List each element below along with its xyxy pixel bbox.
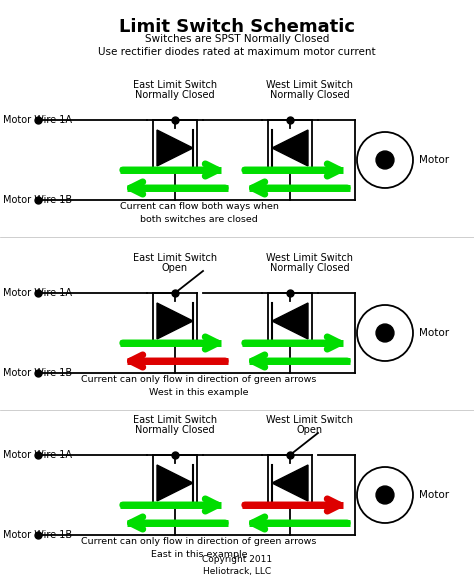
Text: Motor: Motor (419, 328, 449, 338)
Text: Current can only flow in direction of green arrows: Current can only flow in direction of gr… (82, 537, 317, 546)
Text: Motor Wire 1A: Motor Wire 1A (3, 450, 72, 460)
Text: Motor Wire 1B: Motor Wire 1B (3, 195, 72, 205)
Polygon shape (157, 303, 193, 339)
Circle shape (376, 151, 394, 169)
Polygon shape (157, 465, 193, 501)
Text: West Limit Switch: West Limit Switch (266, 253, 354, 263)
Text: East Limit Switch: East Limit Switch (133, 253, 217, 263)
Text: Motor: Motor (419, 155, 449, 165)
Text: Heliotrack, LLC: Heliotrack, LLC (203, 567, 271, 576)
Text: Motor Wire 1B: Motor Wire 1B (3, 368, 72, 378)
Text: both switches are closed: both switches are closed (140, 215, 258, 224)
Text: Current can only flow in direction of green arrows: Current can only flow in direction of gr… (82, 375, 317, 384)
Text: East in this example: East in this example (151, 550, 247, 559)
Text: Use rectifier diodes rated at maximum motor current: Use rectifier diodes rated at maximum mo… (98, 47, 376, 57)
Text: Open: Open (162, 263, 188, 273)
Text: Copyright 2011: Copyright 2011 (202, 555, 272, 564)
Text: East Limit Switch: East Limit Switch (133, 415, 217, 425)
Text: Motor Wire 1A: Motor Wire 1A (3, 288, 72, 298)
Text: Normally Closed: Normally Closed (135, 90, 215, 100)
Text: Normally Closed: Normally Closed (270, 90, 350, 100)
Text: Limit Switch Schematic: Limit Switch Schematic (119, 18, 355, 36)
Circle shape (376, 486, 394, 504)
Text: West in this example: West in this example (149, 388, 249, 397)
Text: East Limit Switch: East Limit Switch (133, 80, 217, 90)
Text: Open: Open (297, 425, 323, 435)
Text: Switches are SPST Normally Closed: Switches are SPST Normally Closed (145, 34, 329, 44)
Polygon shape (272, 130, 308, 166)
Text: West Limit Switch: West Limit Switch (266, 80, 354, 90)
Text: Normally Closed: Normally Closed (270, 263, 350, 273)
Polygon shape (272, 465, 308, 501)
Polygon shape (272, 303, 308, 339)
Text: Motor: Motor (419, 490, 449, 500)
Text: Motor Wire 1A: Motor Wire 1A (3, 115, 72, 125)
Text: Normally Closed: Normally Closed (135, 425, 215, 435)
Text: Current can flow both ways when: Current can flow both ways when (119, 202, 279, 211)
Polygon shape (157, 130, 193, 166)
Circle shape (376, 324, 394, 342)
Text: West Limit Switch: West Limit Switch (266, 415, 354, 425)
Text: Motor Wire 1B: Motor Wire 1B (3, 530, 72, 540)
